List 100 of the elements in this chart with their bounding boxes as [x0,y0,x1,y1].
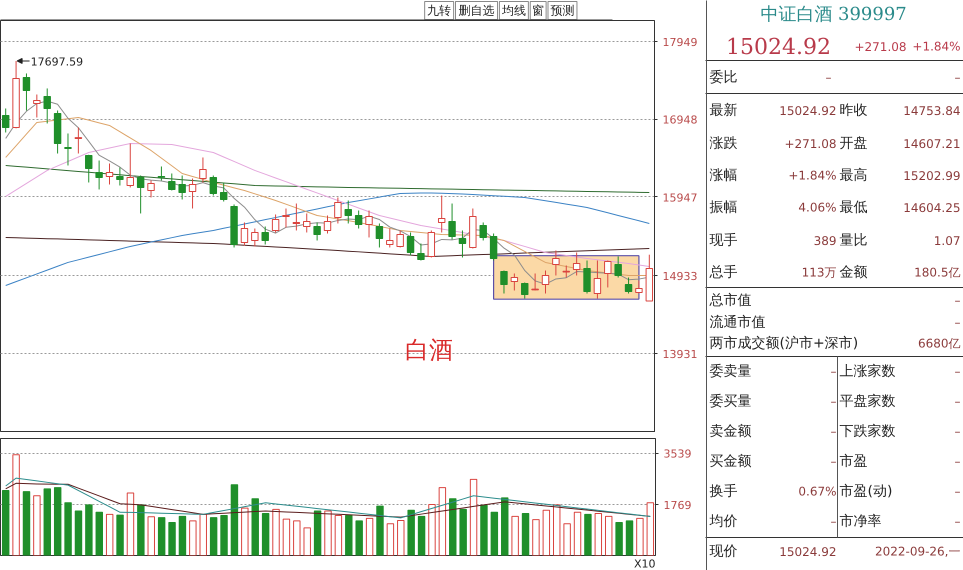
y-tick-label: 13931 [662,348,698,361]
bar [532,519,540,556]
bar [220,514,228,556]
text: 0.67% [798,484,837,498]
text: 15202.99 [903,169,961,183]
bar [22,491,30,556]
text: 14607.21 [903,137,961,151]
bar [334,514,342,556]
text: 均线 [500,4,526,18]
text: 113万 [802,266,836,280]
text: 两市成交额(沪市+深市) [710,336,858,352]
candlestick [624,277,632,294]
candlestick [22,72,30,111]
candlestick [261,226,269,246]
text: 预测 [550,4,574,18]
text: 委买量 [710,394,752,410]
bar [116,514,124,556]
bar [282,518,290,556]
candlestick [303,212,310,233]
text: 14604.25 [903,201,961,215]
annotation: 白酒 [404,336,453,364]
text: – [954,424,960,438]
candlestick [531,272,539,291]
candlestick [479,222,487,241]
candlestick [490,232,498,262]
candlestick [43,88,51,124]
bar [397,520,404,556]
bar [376,506,384,556]
candlestick [365,210,373,238]
text: 15024.92 [779,104,837,118]
text: 1.07 [934,234,960,248]
text: 下跌家数 [840,424,896,440]
candlestick [500,270,508,294]
bar [200,514,207,556]
text: – [954,514,960,528]
bar [148,516,155,556]
candlestick [272,214,280,233]
line-series [5,192,650,286]
text: +271.08 [854,40,907,54]
bar [428,504,436,556]
bar [636,518,644,556]
bar [511,516,519,556]
candlestick [2,108,10,133]
bar [12,454,20,556]
text: – [954,484,960,498]
text: – [830,514,836,528]
candlestick [604,260,612,288]
bar [64,502,72,556]
text: – [830,424,836,438]
candlestick [594,260,602,299]
text: 流通市值 [710,314,766,330]
candlestick [74,127,82,154]
bar [563,523,571,556]
candlestick [324,214,332,234]
text: 量比 [840,232,868,248]
text: 最高 [840,168,868,184]
text: +271.08 [784,137,837,151]
candlestick [344,200,352,224]
bar [230,484,238,556]
bar [178,516,186,556]
candlestick [240,222,248,246]
bar [85,504,93,556]
candlestick [188,178,196,209]
text: 平盘家数 [840,394,896,410]
text: 窗 [532,4,544,18]
bar [303,527,311,556]
text: 最新 [710,102,738,118]
candlestick [354,210,362,230]
bar [449,498,456,556]
candlestick [126,142,134,188]
text: 市盈 [840,454,868,470]
candlestick [116,166,124,186]
text: 删自选 [458,4,495,18]
bar [96,512,103,556]
candlestick [292,203,300,231]
bar [646,502,654,556]
text: 九转 [427,4,452,18]
bar [366,518,374,556]
candlestick [136,174,144,214]
y-tick-label: 17949 [662,36,698,49]
bar [345,514,353,556]
text: – [954,316,960,330]
bar [355,520,363,556]
bar [241,508,249,556]
text: – [830,364,836,378]
bar [210,517,218,556]
candlestick [33,94,41,118]
text: – [954,454,960,468]
bar [106,514,114,556]
bar [168,522,176,556]
candlestick [334,196,342,224]
text: 180.5亿 [914,266,961,280]
candlestick [635,280,643,294]
y-tick-label: 15947 [662,191,698,204]
y-tick-label: 16948 [662,114,698,127]
candlestick [510,272,518,291]
text: 2022-09-26,一 [874,544,961,558]
candlestick [64,132,72,166]
bar [574,512,582,556]
line-series [5,164,650,193]
